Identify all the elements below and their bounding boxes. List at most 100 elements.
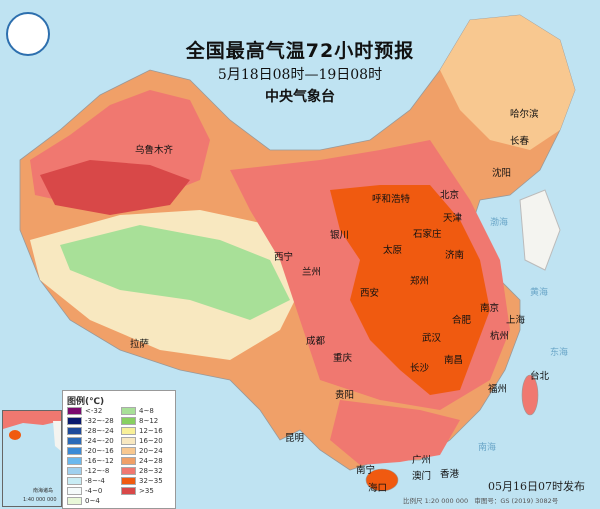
city-label: 杭州	[490, 331, 510, 342]
city-label: 合肥	[452, 315, 472, 326]
legend-label: >35	[139, 487, 154, 495]
tarim-basin-zone	[40, 160, 190, 215]
legend-label: -16~-12	[85, 457, 114, 465]
northeast-orange-zone	[440, 15, 575, 150]
legend-label: 32~35	[139, 477, 163, 485]
legend-label: -24~-20	[85, 437, 114, 445]
legend-item: -16~-12	[67, 456, 114, 466]
legend-label: -20~-16	[85, 447, 114, 455]
map-scale: 比例尺 1:20 000 000 审图号：GS (2019) 3082号	[403, 495, 558, 505]
city-label: 南宁	[356, 465, 376, 476]
legend-swatch	[67, 427, 82, 435]
south-china-zone	[330, 400, 460, 465]
legend-label: 24~28	[139, 457, 163, 465]
forecast-period: 5月18日08时—19日08时	[217, 67, 383, 83]
legend-item: 0~4	[67, 496, 114, 506]
legend-label: 4~8	[139, 407, 154, 415]
legend-item: <-32	[67, 406, 114, 416]
city-label: 兰州	[302, 267, 322, 278]
legend-swatch	[67, 407, 82, 415]
legend-item: 16~20	[121, 436, 163, 446]
legend-item: 20~24	[121, 446, 163, 456]
city-label: 长沙	[410, 363, 430, 374]
city-label: 贵阳	[335, 390, 355, 401]
publish-time: 05月16日07时发布	[488, 480, 585, 493]
legend-swatch	[121, 417, 136, 425]
legend-column: 4~8 8~12 12~16 16~20 20~24 24~28 28~32 32~35 >35	[121, 406, 163, 496]
korea-peninsula	[519, 189, 561, 271]
legend-title: 图例(℃)	[67, 397, 105, 407]
legend-swatch	[67, 457, 82, 465]
legend-item: -20~-16	[67, 446, 114, 456]
legend-label: 0~4	[85, 497, 100, 505]
cma-logo	[6, 12, 50, 56]
legend-swatch	[67, 417, 82, 425]
legend-swatch	[121, 447, 136, 455]
inset-title: 南海诸岛	[33, 488, 54, 494]
city-label: 沈阳	[492, 168, 512, 179]
legend-swatch	[67, 437, 82, 445]
legend-label: -28~-24	[85, 427, 114, 435]
sea-label: 渤海	[490, 218, 509, 228]
city-label: 上海	[506, 315, 526, 326]
legend-item: -8~-4	[67, 476, 114, 486]
legend-swatch	[121, 407, 136, 415]
inset-scale: 1:40 000 000	[23, 497, 57, 503]
legend-column: <-32 -32~-28 -28~-24 -24~-20 -20~-16 -16~-12 -…	[67, 406, 114, 506]
city-label: 台北	[530, 371, 550, 382]
city-label: 济南	[445, 250, 465, 261]
legend-item: -4~0	[67, 486, 114, 496]
legend-item: 28~32	[121, 466, 163, 476]
city-label: 太原	[383, 245, 403, 256]
central-china-extreme-zone	[330, 185, 490, 395]
legend-item: -12~-8	[67, 466, 114, 476]
city-label: 南京	[480, 303, 500, 314]
hainan-island	[365, 468, 399, 492]
sea-label: 东海	[550, 348, 569, 358]
legend-label: 16~20	[139, 437, 163, 445]
city-label: 郑州	[410, 276, 430, 287]
city-label: 南昌	[444, 355, 464, 366]
legend-item: 4~8	[121, 406, 163, 416]
legend-label: -32~-28	[85, 417, 114, 425]
legend-label: 28~32	[139, 467, 163, 475]
city-label: 天津	[443, 213, 463, 224]
legend-item: -24~-20	[67, 436, 114, 446]
legend-swatch	[121, 427, 136, 435]
city-label: 重庆	[333, 353, 353, 364]
legend-swatch	[67, 487, 82, 495]
legend-label: 12~16	[139, 427, 163, 435]
inset-map	[3, 411, 61, 451]
legend-swatch	[121, 457, 136, 465]
city-label: 呼和浩特	[372, 194, 411, 205]
city-label: 香港	[440, 469, 460, 480]
city-label: 石家庄	[413, 229, 442, 240]
issuer: 中央气象台	[265, 89, 335, 105]
sea-label: 南海	[478, 443, 497, 453]
legend: 图例(℃) <-32 -32~-28 -28~-24 -24~-20 -20~-16 -1…	[62, 390, 176, 509]
city-label: 福州	[488, 384, 508, 395]
legend-swatch	[67, 467, 82, 475]
scale-text: 比例尺 1:20 000 000	[403, 497, 469, 505]
city-label: 拉萨	[130, 339, 150, 350]
legend-swatch	[67, 477, 82, 485]
city-label: 澳门	[412, 471, 432, 482]
taiwan-island	[521, 374, 539, 416]
legend-swatch	[121, 467, 136, 475]
legend-swatch	[121, 487, 136, 495]
legend-item: 24~28	[121, 456, 163, 466]
sea-label: 黄海	[530, 288, 549, 298]
city-label: 武汉	[422, 333, 442, 344]
city-label: 北京	[440, 190, 460, 201]
legend-item: -32~-28	[67, 416, 114, 426]
legend-swatch	[121, 477, 136, 485]
legend-item: -28~-24	[67, 426, 114, 436]
qinghai-green-zone	[60, 225, 290, 320]
city-label: 成都	[306, 336, 326, 347]
south-china-sea-inset: 南海诸岛 1:40 000 000	[2, 410, 62, 507]
city-label: 哈尔滨	[510, 109, 539, 120]
city-label: 昆明	[285, 433, 305, 444]
city-label: 乌鲁木齐	[135, 145, 174, 156]
legend-label: 8~12	[139, 417, 159, 425]
